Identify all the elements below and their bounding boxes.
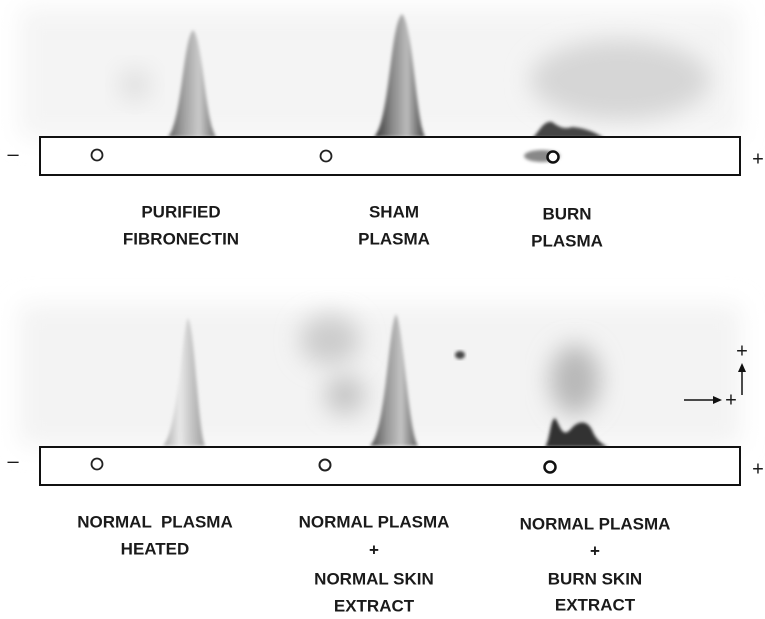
polarity-sign: + bbox=[752, 148, 764, 170]
direction-arrows bbox=[684, 363, 746, 404]
gel-strip bbox=[39, 136, 741, 176]
precipitin-arcs bbox=[168, 14, 604, 138]
sample-label: NORMAL SKIN bbox=[314, 569, 434, 588]
sample-label: BURN SKIN bbox=[548, 569, 642, 588]
wells bbox=[90, 148, 560, 164]
sample-label: PLASMA bbox=[358, 229, 430, 248]
gel-background bbox=[20, 8, 740, 445]
sample-label: + bbox=[590, 541, 600, 560]
sample-label: BURN bbox=[542, 204, 591, 223]
polarity-sign: – bbox=[7, 450, 19, 472]
sample-label: + bbox=[369, 540, 379, 559]
direction-label: + bbox=[736, 340, 748, 362]
polarity-sign: – bbox=[7, 143, 19, 165]
direction-label: + bbox=[725, 389, 737, 411]
sample-label: NORMAL PLASMA bbox=[299, 512, 450, 531]
sample-label: NORMAL PLASMA bbox=[520, 514, 671, 533]
sample-label: NORMAL PLASMA bbox=[77, 512, 233, 531]
sample-label: PLASMA bbox=[531, 231, 603, 250]
precipitin-arcs bbox=[163, 314, 608, 447]
wells bbox=[90, 457, 557, 474]
sample-label: PURIFIED bbox=[141, 202, 220, 221]
sample-label: HEATED bbox=[121, 539, 190, 558]
gel-strip bbox=[39, 446, 741, 486]
polarity-sign: + bbox=[752, 458, 764, 480]
sample-label: EXTRACT bbox=[334, 596, 415, 615]
sample-label: SHAM bbox=[369, 202, 419, 221]
sample-label: FIBRONECTIN bbox=[123, 229, 239, 248]
sample-label: EXTRACT bbox=[555, 595, 636, 614]
